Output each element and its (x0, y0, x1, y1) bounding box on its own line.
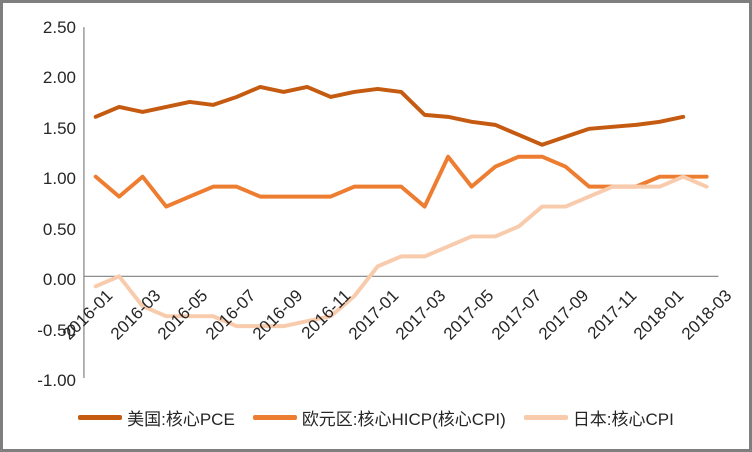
y-axis-label: 1.50 (42, 118, 76, 138)
chart-canvas (83, 27, 719, 378)
legend-label-eurozone-core-hicp: 欧元区:核心HICP(核心CPI) (301, 410, 506, 429)
legend-label-us-core-pce: 美国:核心PCE (127, 410, 235, 429)
legend-swatch-japan-core-cpi (523, 415, 568, 420)
y-axis-label: 2.50 (42, 17, 76, 37)
legend-label-japan-core-cpi: 日本:核心CPI (572, 410, 674, 429)
us-core-pce-line (93, 84, 686, 147)
legend-swatch-us-core-pce (78, 415, 123, 420)
eurozone-core-hicp-line (93, 154, 709, 209)
legend-item-eurozone-core-hicp: 欧元区:核心HICP(核心CPI) (252, 405, 506, 430)
legend-item-japan-core-cpi: 日本:核心CPI (523, 405, 674, 430)
y-axis-label: -0.50 (37, 320, 76, 340)
legend-swatch-eurozone-core-hicp (252, 415, 297, 420)
y-axis-label: 2.00 (42, 68, 76, 87)
japan-core-cpi-line (93, 174, 709, 329)
y-axis-label: 0.00 (42, 270, 76, 289)
legend-item-us-core-pce: 美国:核心PCE (78, 405, 235, 430)
y-axis-label: -1.00 (37, 371, 76, 390)
y-axis-label: 0.50 (42, 219, 76, 239)
y-axis-label: 1.00 (42, 169, 76, 188)
legend: 美国:核心PCE 欧元区:核心HICP(核心CPI) 日本:核心CPI (3, 405, 749, 430)
